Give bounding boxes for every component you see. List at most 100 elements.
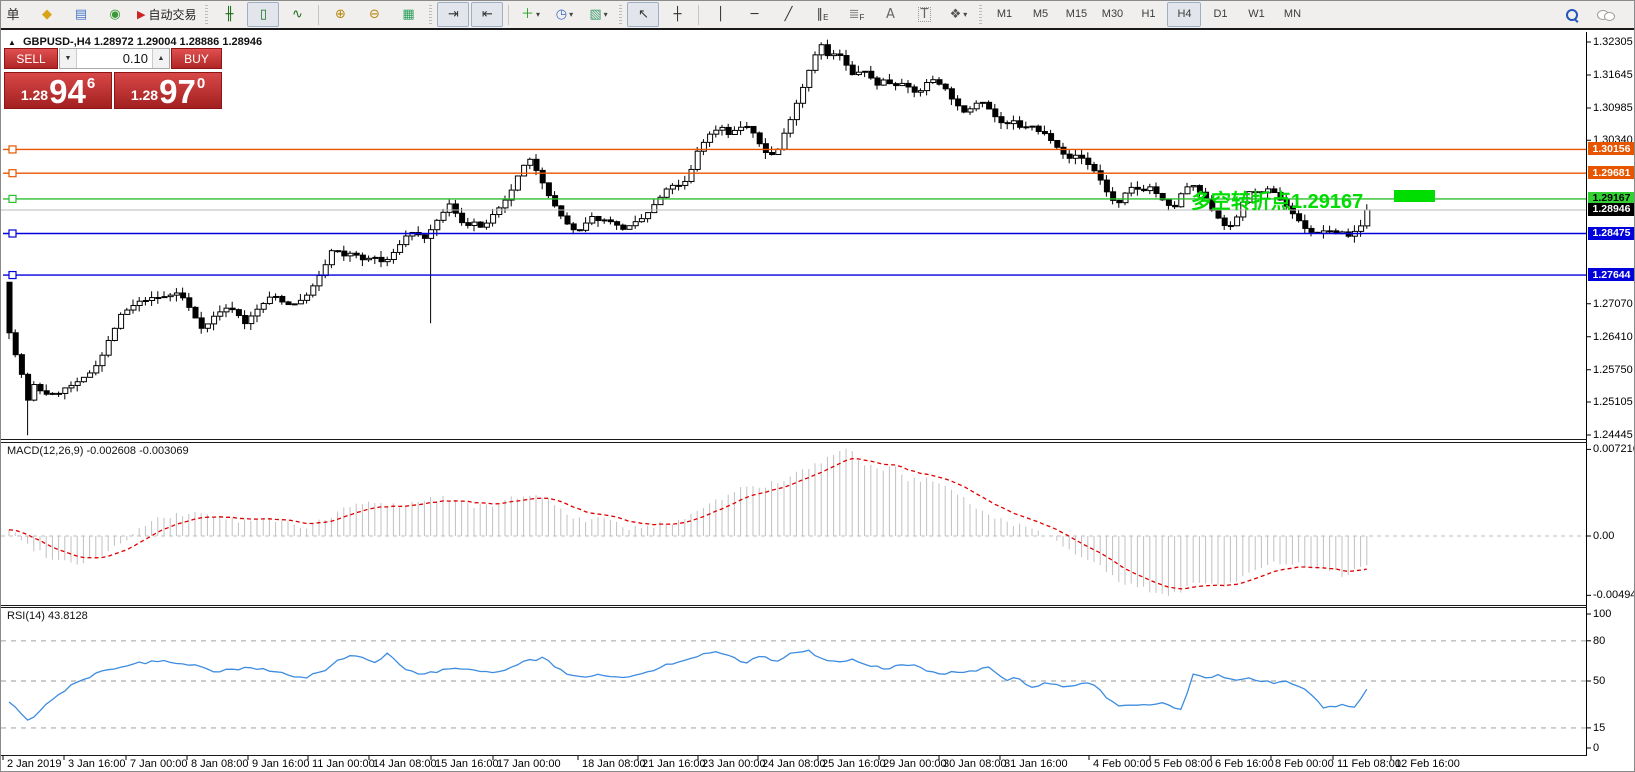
- price-line-label: 1.28946: [1588, 202, 1634, 216]
- time-tick-label: 8 Feb 00:00: [1275, 758, 1334, 770]
- tile-windows-button[interactable]: ▦: [402, 7, 415, 22]
- time-tick-label: 30 Jan 08:00: [943, 758, 1007, 770]
- separator: [318, 4, 320, 25]
- timeframe-m5[interactable]: M5: [1032, 8, 1049, 20]
- collapse-panel-icon[interactable]: ▲: [8, 38, 16, 47]
- price-line-label: 1.27644: [1588, 268, 1634, 282]
- pivot-annotation-rectangle[interactable]: [1394, 190, 1435, 202]
- timeframe-h1[interactable]: H1: [1141, 8, 1156, 20]
- arrows-tool[interactable]: ❖ ▾: [949, 7, 968, 22]
- timeframe-h4[interactable]: H4: [1167, 2, 1202, 27]
- zoom-out-button[interactable]: ⊖: [369, 7, 380, 22]
- price-line-label: 1.29167: [1588, 191, 1634, 205]
- volume-input[interactable]: 0.10: [122, 51, 148, 66]
- text-label-tool[interactable]: T: [908, 2, 940, 27]
- new-chart-button[interactable]: ＋ ▾: [520, 7, 540, 22]
- price-tick-label: 1.25750: [1593, 363, 1633, 376]
- line-chart-button[interactable]: ∿: [292, 7, 303, 22]
- ask-quote[interactable]: 1.28 97 0: [114, 72, 222, 109]
- pane-divider[interactable]: [1, 442, 1587, 443]
- bar-chart-button[interactable]: ╫: [225, 7, 234, 22]
- timeframe-m1[interactable]: M1: [996, 8, 1013, 20]
- auto-scroll-button[interactable]: ⇥: [437, 2, 470, 27]
- vertical-line-tool[interactable]: │: [716, 7, 725, 22]
- macd-axis-label: -0.004943: [1593, 589, 1634, 602]
- search-icon: [1566, 8, 1578, 21]
- pane-divider[interactable]: [1, 439, 1587, 440]
- price-tick-label: 1.24445: [1593, 429, 1633, 441]
- price-line-label: 1.29681: [1588, 166, 1634, 180]
- chat-icon: [1597, 9, 1615, 21]
- time-tick-label: 18 Jan 08:00: [582, 758, 646, 770]
- time-tick-label: 7 Jan 00:00: [130, 758, 188, 770]
- price-axis-line: [1586, 32, 1587, 756]
- time-tick-label: 2 Jan 2019: [7, 758, 62, 770]
- autotrading-button[interactable]: ▶ 自动交易: [133, 2, 200, 27]
- time-tick-label: 8 Jan 08:00: [191, 758, 249, 770]
- timeframe-d1[interactable]: D1: [1213, 8, 1228, 20]
- periods-menu-button[interactable]: ◷ ▾: [555, 7, 574, 22]
- macd-label: MACD(12,26,9) -0.002608 -0.003069: [7, 445, 189, 457]
- one-click-trade-panel: SELL ▼ 0.10 ▲ BUY 1.28 94 6 1.28 97 0: [4, 48, 222, 109]
- main-toolbar: 单 ◆ ▤ ◉ ▶ 自动交易 ╫ ▯ ∿ ⊕ ⊖ ▦ ⇥ ⇤ ＋ ▾ ◷ ▾ ▧ ▾ …: [1, 1, 1634, 30]
- text-tool[interactable]: A: [886, 7, 895, 22]
- price-tick-label: 1.31645: [1593, 69, 1633, 81]
- symbol-ohlc-text: GBPUSD-,H4 1.28972 1.29004 1.28886 1.289…: [22, 36, 263, 48]
- pivot-annotation-text[interactable]: 多空转折点1.29167: [1191, 191, 1364, 213]
- time-tick-label: 11 Feb 08:00: [1337, 758, 1402, 770]
- fibonacci-tool[interactable]: ≣ F: [848, 7, 865, 22]
- price-tick-label: 1.27070: [1593, 297, 1633, 310]
- horizontal-line-tool[interactable]: ─: [750, 7, 759, 22]
- pane-divider[interactable]: [1, 605, 1587, 606]
- market-watch-icon[interactable]: ▤: [74, 7, 88, 22]
- autotrading-label: 自动交易: [148, 7, 197, 22]
- rsi-label: RSI(14) 43.8128: [7, 610, 88, 622]
- channel-tool[interactable]: ∥ E: [816, 7, 829, 22]
- chart-shift-button[interactable]: ⇤: [471, 2, 504, 27]
- time-tick-label: 17 Jan 00:00: [497, 758, 561, 770]
- price-tick-label: 1.32305: [1593, 36, 1633, 48]
- time-tick-label: 3 Jan 16:00: [68, 758, 126, 770]
- templates-button[interactable]: ▧ ▾: [589, 7, 608, 22]
- rsi-axis-label: 80: [1593, 634, 1606, 647]
- time-tick-label: 25 Jan 16:00: [822, 758, 886, 770]
- cursor-tool-button[interactable]: ↖: [627, 2, 660, 27]
- trendline-tool[interactable]: ╱: [784, 7, 793, 22]
- timeframe-m30[interactable]: M30: [1101, 8, 1124, 20]
- sell-button[interactable]: SELL: [4, 48, 58, 69]
- volume-up-button[interactable]: ▲: [152, 49, 169, 68]
- time-tick-label: 15 Jan 16:00: [435, 758, 499, 770]
- time-tick-label: 21 Jan 16:00: [642, 758, 706, 770]
- time-tick-label: 24 Jan 08:00: [762, 758, 826, 770]
- separator: [979, 4, 983, 25]
- price-line-label: 1.28475: [1588, 226, 1634, 240]
- time-tick-label: 9 Jan 16:00: [252, 758, 310, 770]
- zoom-in-button[interactable]: ⊕: [335, 7, 346, 22]
- rsi-axis-label: 0: [1593, 742, 1600, 754]
- timeframe-mn[interactable]: MN: [1283, 8, 1302, 20]
- price-tick-label: 1.25105: [1593, 396, 1633, 408]
- symbol-header: ▲ GBPUSD-,H4 1.28972 1.29004 1.28886 1.2…: [8, 36, 262, 48]
- price-tick-label: 1.26410: [1593, 330, 1633, 343]
- timeframe-w1[interactable]: W1: [1248, 8, 1265, 20]
- pane-divider[interactable]: [1, 607, 1587, 608]
- community-chat-button[interactable]: [1590, 2, 1622, 27]
- chart-window-icon[interactable]: ◆: [42, 7, 52, 22]
- time-tick-label: 6 Feb 16:00: [1215, 758, 1274, 770]
- separator: [429, 4, 433, 25]
- timeframe-m15[interactable]: M15: [1065, 8, 1088, 20]
- new-order-button[interactable]: 单: [1, 2, 29, 27]
- search-button[interactable]: [1556, 2, 1588, 27]
- candlestick-chart-button[interactable]: ▯: [247, 2, 280, 27]
- volume-down-button[interactable]: ▼: [60, 49, 77, 68]
- navigator-icon[interactable]: ◉: [109, 7, 121, 22]
- crosshair-tool-button[interactable]: ┼: [673, 7, 682, 22]
- separator: [205, 4, 209, 25]
- buy-button[interactable]: BUY: [171, 48, 222, 69]
- time-tick-label: 31 Jan 16:00: [1004, 758, 1068, 770]
- bid-quote[interactable]: 1.28 94 6: [4, 72, 112, 109]
- rsi-axis-label: 100: [1593, 608, 1612, 620]
- macd-axis-label: 0.007216: [1593, 443, 1635, 456]
